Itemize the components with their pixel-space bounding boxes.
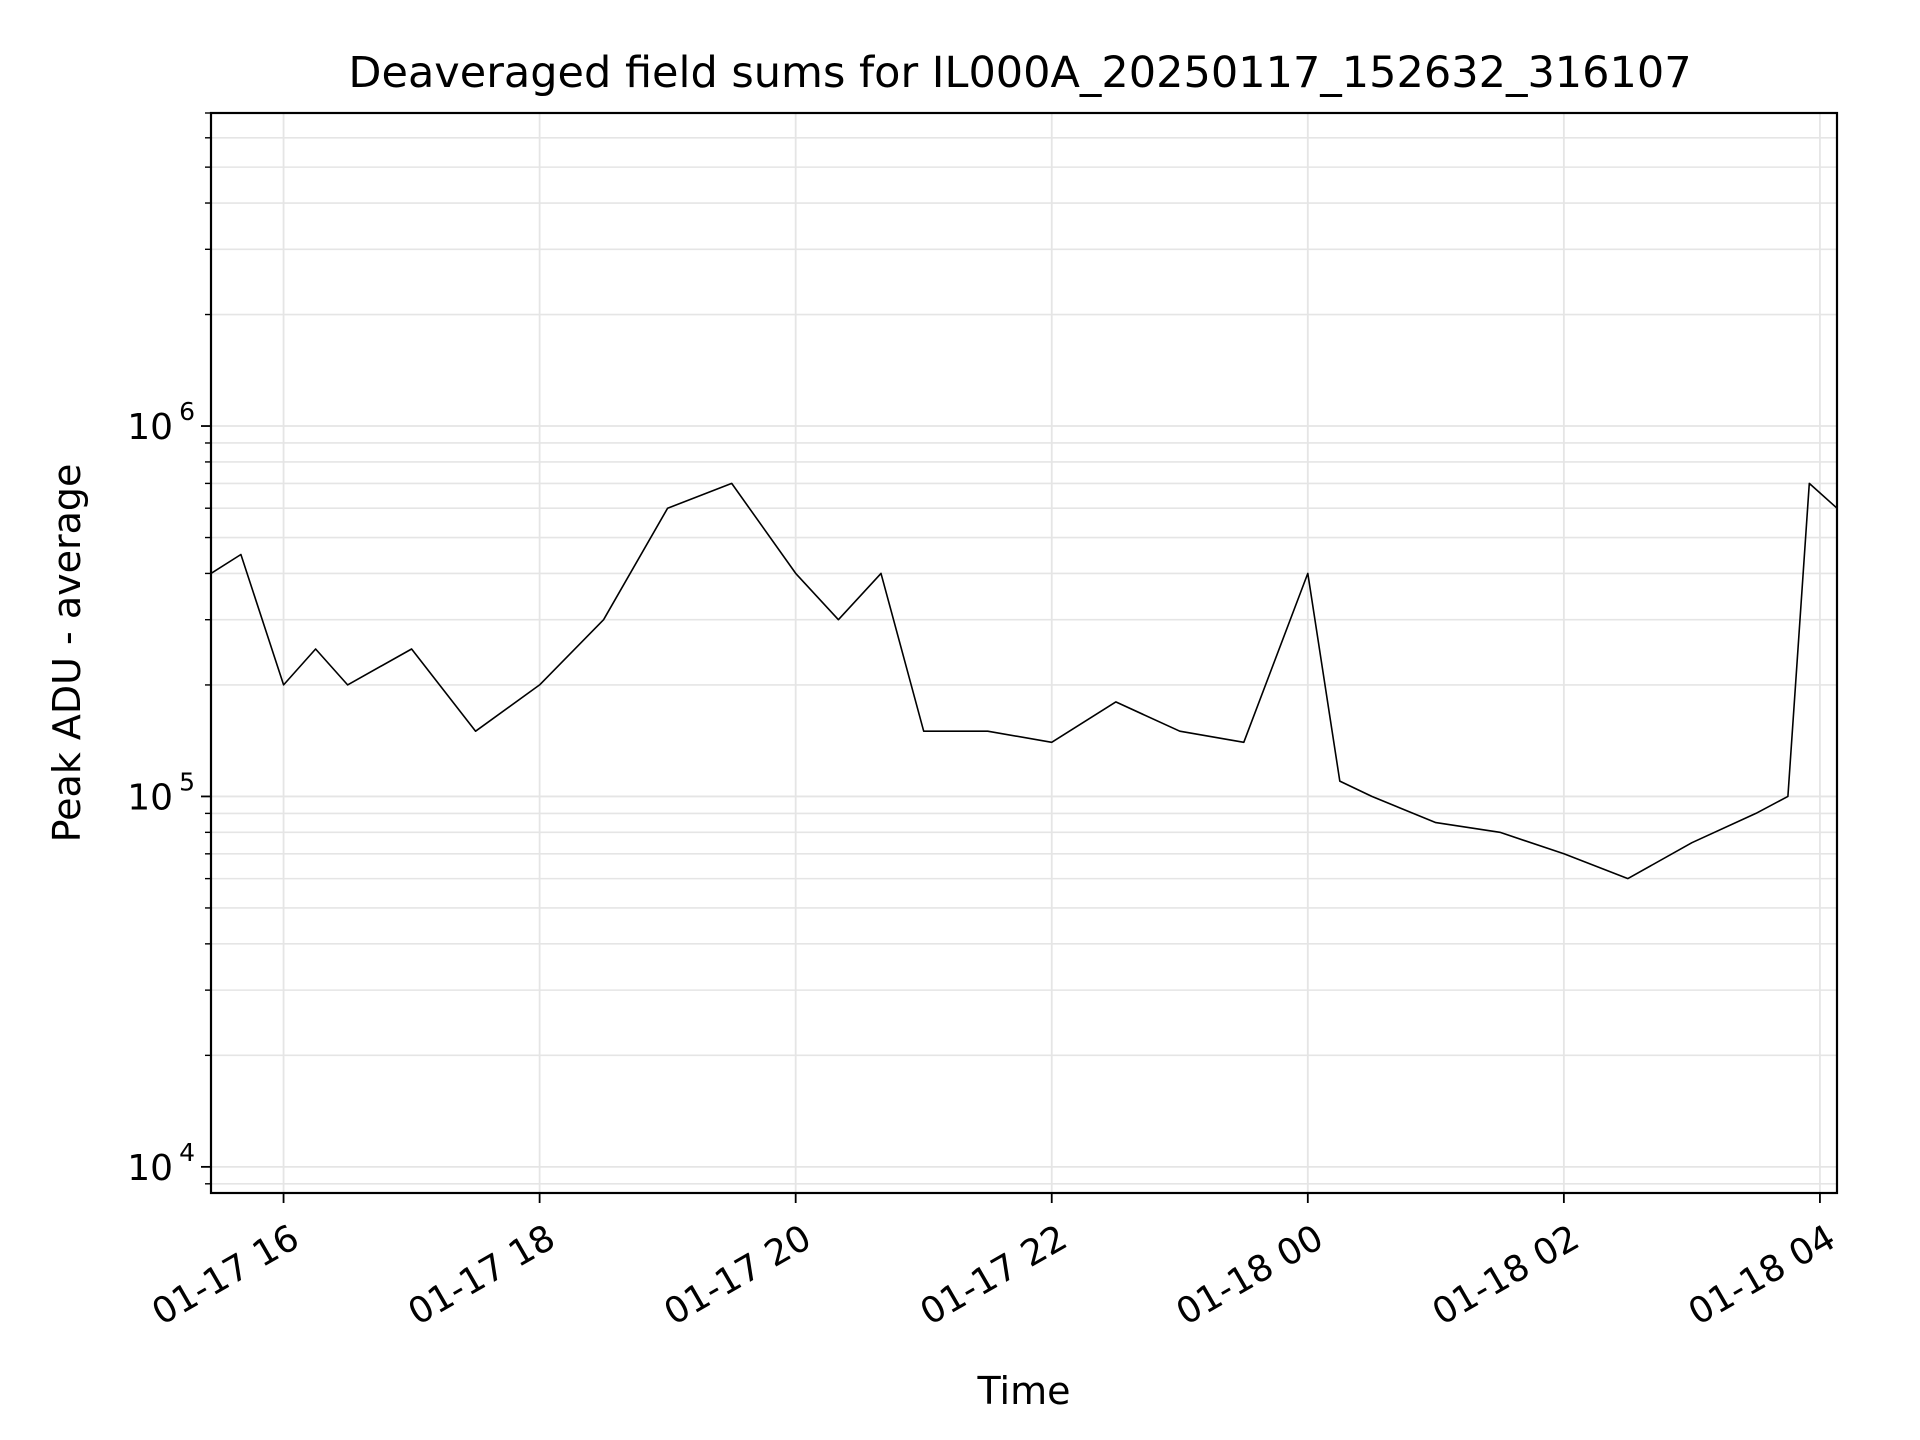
y-tick-exponent: 5	[179, 767, 195, 796]
y-axis-label: Peak ADU - average	[45, 464, 89, 843]
y-tick-label: 10	[127, 407, 173, 448]
y-tick-label: 10	[127, 777, 173, 818]
x-axis-label: Time	[977, 1369, 1071, 1413]
plot-area	[210, 482, 1838, 880]
series-line	[210, 482, 1838, 880]
y-tick-exponent: 4	[179, 1138, 195, 1167]
y-tick-label: 10	[127, 1148, 173, 1189]
y-tick-exponent: 6	[179, 397, 195, 426]
grid	[211, 112, 1837, 1193]
chart-title: Deaveraged field sums for IL000A_2025011…	[348, 48, 1691, 98]
plot-frame	[209, 111, 1839, 1195]
